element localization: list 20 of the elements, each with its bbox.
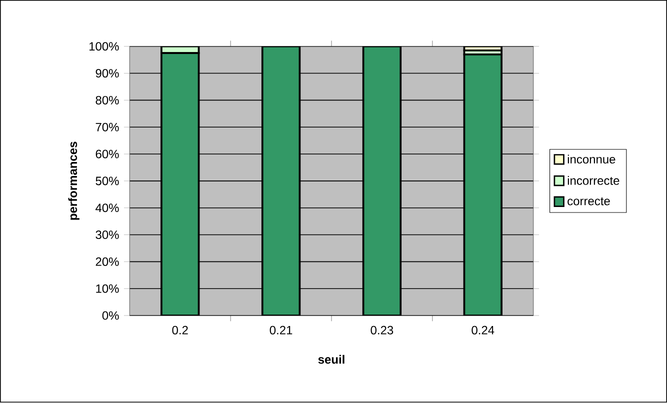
y-tick-label: 30%: [96, 230, 119, 240]
y-tick-label: 100%: [90, 42, 119, 51]
legend-label: correcte: [568, 198, 610, 206]
y-tick-label: 40%: [96, 204, 119, 212]
y-tick-label: 80%: [96, 96, 119, 105]
x-tick-label: 0.21: [270, 326, 292, 335]
x-tick-label: 0.2: [172, 326, 188, 335]
y-axis-title: performances: [68, 142, 80, 220]
y-tick-label: 10%: [96, 284, 119, 294]
y-tick-label: 60%: [96, 150, 119, 159]
x-tick-label: 0.23: [370, 326, 394, 335]
y-tick-label: 90%: [96, 69, 119, 78]
y-tick-label: 50%: [96, 176, 119, 186]
x-tick-label: 0.24: [472, 326, 494, 335]
y-tick-label: 20%: [96, 258, 119, 266]
x-axis-title: seuil: [318, 355, 344, 364]
y-tick-label: 70%: [96, 123, 119, 132]
legend-label: incorrecte: [568, 176, 620, 186]
legend-label: inconnue: [568, 154, 616, 164]
y-tick-label: 0%: [102, 311, 119, 320]
